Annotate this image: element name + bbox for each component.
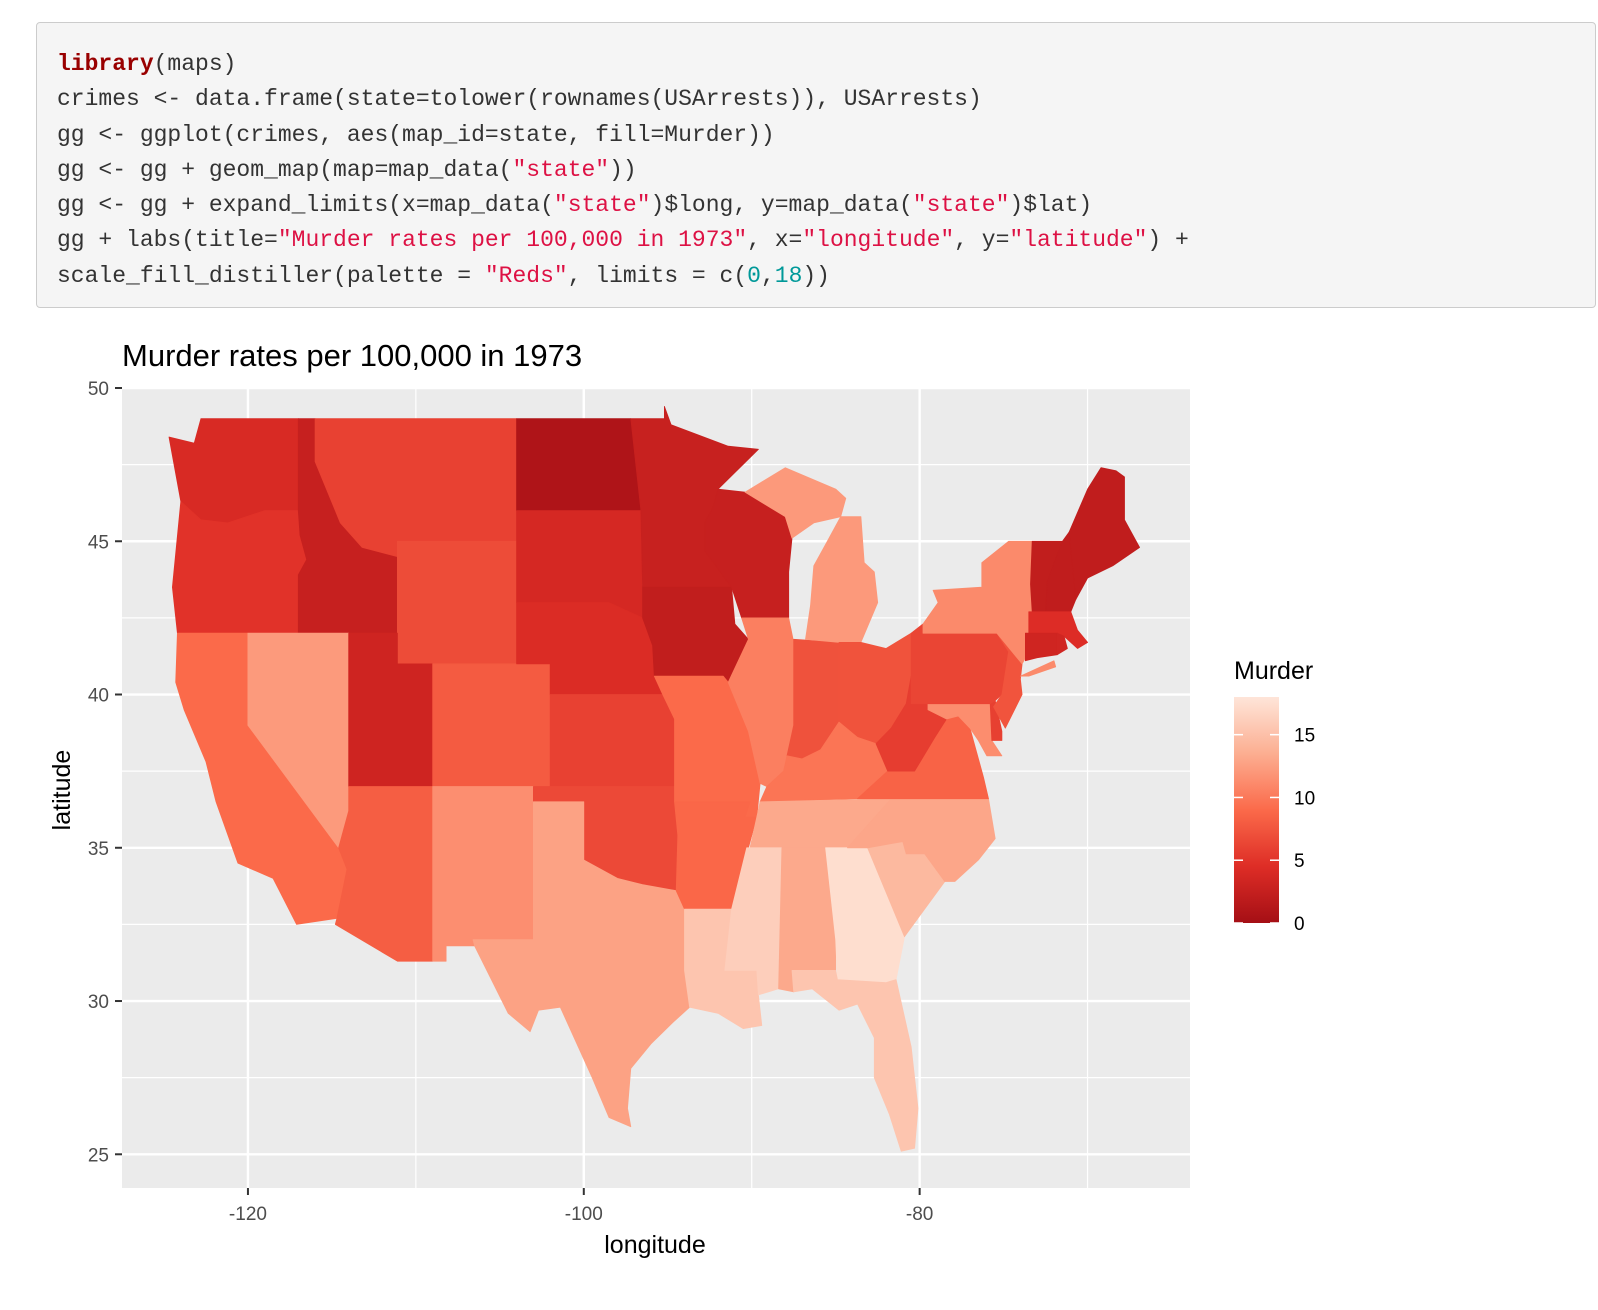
code-token-str: "state" bbox=[912, 192, 1010, 219]
legend-tick-label: 10 bbox=[1294, 788, 1315, 809]
legend-tick-label: 0 bbox=[1294, 914, 1305, 935]
y-tick-label: 40 bbox=[88, 686, 109, 707]
code-token-str: "state" bbox=[512, 156, 610, 183]
x-axis: -120 -100 -80 bbox=[229, 1188, 933, 1225]
x-tick-label: -80 bbox=[906, 1204, 933, 1225]
state-michigan-up bbox=[744, 467, 847, 539]
code-token-num: 18 bbox=[774, 262, 803, 289]
state-florida bbox=[791, 970, 919, 1152]
code-token-str: "latitude" bbox=[1009, 227, 1148, 254]
code-line: gg <- ggplot(crimes, aes(map_id=state, f… bbox=[57, 118, 1595, 153]
code-line: gg <- gg + expand_limits(x=map_data("sta… bbox=[57, 188, 1595, 223]
state-iowa bbox=[642, 586, 749, 683]
state-wyoming bbox=[396, 540, 517, 665]
y-tick-label: 25 bbox=[88, 1145, 109, 1166]
y-tick-label: 45 bbox=[88, 532, 109, 553]
plot-title: Murder rates per 100,000 in 1973 bbox=[122, 338, 583, 373]
code-token: gg + labs(title= bbox=[57, 227, 278, 254]
state-connecticut bbox=[1025, 632, 1058, 662]
code-token: )$lat) bbox=[1009, 192, 1093, 219]
state-south-dakota bbox=[516, 510, 643, 619]
code-line: scale_fill_distiller(palette = "Reds", l… bbox=[57, 259, 1595, 294]
code-token: gg <- ggplot(crimes, aes(map_id=state, f… bbox=[57, 121, 775, 148]
x-tick-label: -100 bbox=[565, 1204, 603, 1225]
x-tick-label: -120 bbox=[229, 1204, 267, 1225]
state-colorado bbox=[432, 663, 551, 787]
state-new-mexico bbox=[432, 786, 534, 962]
code-token: , limits = c( bbox=[567, 262, 748, 289]
code-token: scale_fill_distiller(palette = bbox=[57, 262, 485, 289]
code-lines: library(maps) crimes <- data.frame(state=… bbox=[57, 47, 1595, 294]
y-tick-label: 50 bbox=[88, 379, 109, 400]
legend-colorbar bbox=[1234, 697, 1279, 923]
code-token: crimes <- data.frame(state=tolower(rowna… bbox=[57, 86, 982, 113]
state-rhode-island bbox=[1056, 632, 1068, 656]
y-axis: 25 30 35 40 45 50 bbox=[88, 379, 122, 1166]
code-token-str: "longitude" bbox=[802, 227, 955, 254]
code-token: gg <- gg + geom_map(map=map_data( bbox=[57, 156, 513, 183]
legend-tick-label: 15 bbox=[1294, 726, 1315, 747]
code-token: )) bbox=[609, 156, 637, 183]
code-token-str: "Murder rates per 100,000 in 1973" bbox=[277, 227, 748, 254]
code-token: )$long, y=map_data( bbox=[650, 192, 913, 219]
code-token: , x= bbox=[747, 227, 803, 254]
state-new-york bbox=[922, 540, 1033, 665]
state-new-jersey bbox=[993, 632, 1023, 729]
code-line: crimes <- data.frame(state=tolower(rowna… bbox=[57, 82, 1595, 117]
state-north-dakota bbox=[516, 418, 642, 512]
states-layer bbox=[168, 405, 1140, 1152]
code-token-kw: library bbox=[57, 51, 154, 77]
legend-title: Murder bbox=[1234, 657, 1313, 685]
code-token-str: "Reds" bbox=[484, 262, 568, 289]
legend-ticks: 0 5 10 15 bbox=[1234, 726, 1315, 935]
state-oregon bbox=[171, 500, 308, 634]
code-token: , bbox=[760, 262, 775, 289]
code-line: gg <- gg + geom_map(map=map_data("state"… bbox=[57, 153, 1595, 188]
state-pennsylvania bbox=[910, 623, 1009, 705]
code-line: library(maps) bbox=[57, 47, 1595, 82]
state-long-island bbox=[1020, 660, 1057, 677]
y-tick-label: 30 bbox=[88, 992, 109, 1013]
code-token-num: 0 bbox=[747, 262, 761, 289]
code-token: (maps) bbox=[153, 51, 237, 77]
y-tick-label: 35 bbox=[88, 839, 109, 860]
legend: Murder 0 5 10 15 bbox=[1234, 657, 1315, 935]
state-kansas bbox=[549, 694, 675, 787]
code-token-str: "state" bbox=[553, 192, 651, 219]
state-mississippi bbox=[724, 847, 783, 996]
code-token: )) bbox=[802, 262, 830, 289]
code-token: , y= bbox=[954, 227, 1010, 254]
code-block: library(maps) crimes <- data.frame(state=… bbox=[36, 22, 1596, 308]
state-texas bbox=[472, 801, 690, 1128]
code-token: ) + bbox=[1147, 227, 1189, 254]
code-token: gg <- gg + expand_limits(x=map_data( bbox=[57, 192, 554, 219]
legend-tick-label: 5 bbox=[1294, 851, 1305, 872]
x-axis-title: longitude bbox=[604, 1231, 705, 1259]
state-maine bbox=[1068, 467, 1140, 600]
code-line: gg + labs(title="Murder rates per 100,00… bbox=[57, 223, 1595, 258]
y-axis-title: latitude bbox=[48, 750, 76, 831]
